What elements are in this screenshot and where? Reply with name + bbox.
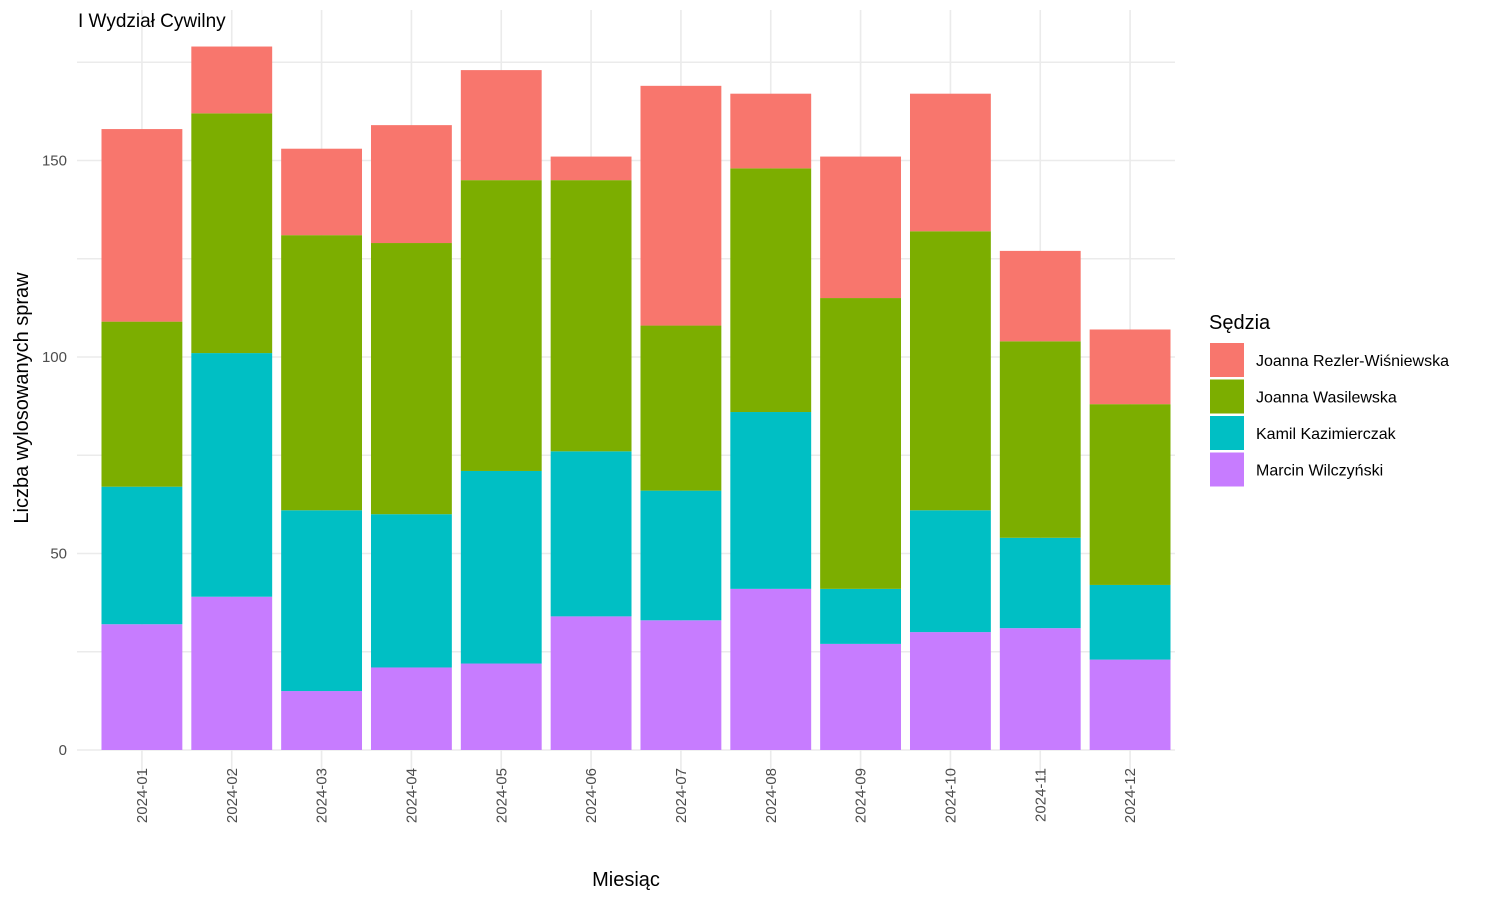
bar-segment: [1089, 404, 1171, 585]
bar-segment: [730, 588, 812, 750]
y-axis-ticks: 0 50 100 150: [42, 153, 67, 760]
bar-segment: [101, 486, 183, 625]
legend-label: Joanna Rezler-Wiśniewska: [1256, 353, 1449, 370]
bar-segment: [101, 624, 183, 750]
x-tick-label: 2024-07: [673, 768, 690, 823]
y-axis-title: Liczba wylosowanych spraw: [11, 272, 33, 524]
y-tick-label: 100: [42, 349, 67, 366]
legend-label: Joanna Wasilewska: [1256, 390, 1397, 407]
bar-segment: [281, 510, 363, 692]
bar-segment: [191, 113, 273, 354]
x-tick-label: 2024-09: [853, 768, 870, 823]
bar-segment: [820, 156, 902, 299]
bar-segment: [550, 616, 632, 750]
bar-segment: [460, 663, 542, 750]
bar-segment: [550, 451, 632, 617]
bar-segment: [820, 588, 902, 644]
bar-segment: [999, 537, 1081, 629]
bar-segment: [550, 180, 632, 452]
legend-swatch: [1210, 343, 1244, 377]
y-tick-label: 150: [42, 153, 67, 170]
legend: Sędzia Joanna Rezler-Wiśniewska Joanna Wa…: [1209, 312, 1449, 487]
bar-segment: [281, 235, 363, 511]
bar-segment: [820, 643, 902, 750]
bar-segment: [460, 180, 542, 471]
bar-segment: [909, 93, 991, 232]
bar-segment: [909, 510, 991, 633]
x-tick-label: 2024-06: [583, 768, 600, 823]
x-axis-title: Miesiąc: [592, 869, 660, 891]
bar-segment: [191, 596, 273, 750]
bar-segment: [999, 341, 1081, 538]
bar-segment: [460, 470, 542, 664]
legend-swatch: [1210, 416, 1244, 450]
bar-segment: [1089, 329, 1171, 405]
bar-segment: [370, 514, 452, 668]
bar-segment: [370, 125, 452, 244]
bar-segment: [640, 620, 722, 750]
bar-segment: [281, 691, 363, 750]
legend-label: Kamil Kazimierczak: [1256, 426, 1397, 443]
bar-segment: [1089, 584, 1171, 660]
bar-segment: [191, 46, 273, 114]
bar-segment: [460, 70, 542, 181]
x-tick-label: 2024-02: [224, 768, 241, 823]
bar-segment: [730, 93, 812, 169]
bar-segment: [640, 490, 722, 621]
bar-segment: [999, 628, 1081, 750]
legend-label: Marcin Wilczyński: [1256, 463, 1383, 480]
x-tick-label: 2024-12: [1122, 768, 1139, 823]
bar-segment: [820, 298, 902, 589]
x-tick-label: 2024-10: [942, 768, 959, 823]
bar-segment: [730, 168, 812, 413]
x-tick-label: 2024-03: [314, 768, 331, 823]
bar-segment: [909, 632, 991, 750]
bar-segment: [550, 156, 632, 181]
x-tick-label: 2024-04: [403, 768, 420, 823]
legend-title: Sędzia: [1209, 312, 1271, 334]
bar-segment: [101, 321, 183, 487]
legend-items: Joanna Rezler-Wiśniewska Joanna Wasilewsk…: [1210, 343, 1449, 487]
bar-segment: [281, 148, 363, 236]
bar-segment: [909, 231, 991, 511]
bar-segment: [370, 667, 452, 750]
bar-segment: [101, 129, 183, 322]
bar-segment: [640, 325, 722, 491]
bar-segment: [191, 353, 273, 597]
bars: [101, 46, 1171, 750]
chart-title: I Wydział Cywilny: [78, 11, 226, 32]
bar-segment: [1089, 659, 1171, 750]
bar-segment: [370, 243, 452, 515]
y-tick-label: 50: [50, 546, 67, 563]
x-tick-label: 2024-01: [134, 768, 151, 823]
bar-segment: [999, 250, 1081, 342]
bar-segment: [730, 412, 812, 589]
bar-segment: [640, 85, 722, 326]
x-tick-label: 2024-11: [1032, 768, 1049, 822]
x-tick-label: 2024-08: [763, 768, 780, 823]
x-axis-ticks: 2024-01 2024-02 2024-03 2024-04 2024-05 2024-…: [134, 768, 1139, 823]
x-tick-label: 2024-05: [493, 768, 510, 823]
legend-swatch: [1210, 452, 1244, 487]
legend-swatch: [1210, 379, 1244, 414]
y-tick-label: 0: [59, 742, 67, 759]
